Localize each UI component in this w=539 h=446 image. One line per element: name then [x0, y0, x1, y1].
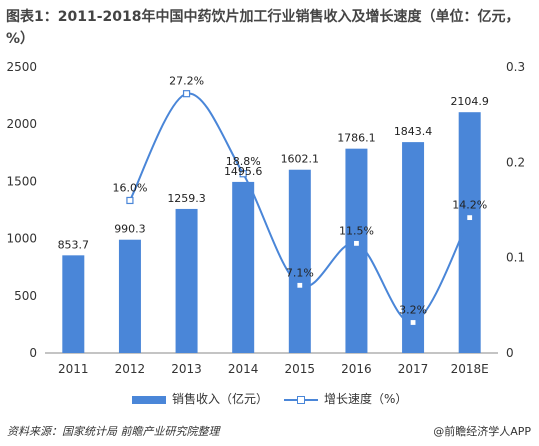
growth-data-label: 11.5% [339, 224, 374, 237]
growth-data-label: 3.2% [399, 303, 427, 316]
legend-item-revenue: 销售收入（亿元） [132, 390, 268, 407]
chart-title: 图表1：2011-2018年中国中药饮片加工行业销售收入及增长速度（单位：亿元，… [6, 9, 520, 47]
legend-label-growth: 增长速度（%） [324, 392, 408, 406]
revenue-data-label: 2104.9 [450, 95, 489, 108]
y-left-tick-label: 500 [14, 289, 37, 303]
x-tick-label: 2018E [451, 362, 489, 376]
x-tick-label: 2011 [58, 362, 89, 376]
y-left-tick-label: 2000 [6, 117, 37, 131]
y-left-tick-label: 2500 [6, 60, 37, 74]
x-tick-label: 2016 [341, 362, 372, 376]
y-left-tick-label: 0 [29, 346, 37, 360]
revenue-data-label: 1495.6 [224, 165, 263, 178]
x-tick-label: 2014 [228, 362, 259, 376]
y-right-tick-label: 0.3 [506, 60, 525, 74]
growth-line-group [126, 90, 474, 327]
growth-point-marker [182, 90, 191, 98]
x-tick-label: 2017 [398, 362, 429, 376]
growth-data-label: 16.0% [112, 181, 147, 194]
legend-item-growth: 增长速度（%） [284, 390, 407, 407]
y-right-tick-label: 0.1 [506, 251, 525, 265]
revenue-bar [402, 142, 425, 353]
revenue-bar [458, 112, 481, 354]
revenue-data-label: 1259.3 [167, 192, 206, 205]
axes: 0 500 1000 1500 2000 2500 0 0.1 0.2 0.3 2011 2012 20… [6, 60, 525, 376]
source-note: 资料来源：国家统计局 前瞻产业研究院整理 [7, 425, 220, 438]
revenue-bar [345, 148, 368, 353]
revenue-data-label: 1602.1 [281, 153, 320, 166]
y-left-tick-label: 1000 [6, 232, 37, 246]
growth-data-label: 27.2% [169, 75, 204, 88]
growth-point-marker [466, 214, 474, 222]
y-left-tick-label: 1500 [6, 174, 37, 188]
bars-group [62, 112, 481, 354]
x-tick-label: 2015 [285, 362, 316, 376]
revenue-bar [288, 169, 311, 353]
growth-point-marker [296, 281, 304, 289]
growth-point-marker [409, 318, 417, 327]
revenue-data-label: 1843.4 [394, 125, 433, 138]
brand-label: @前瞻经济学人APP [433, 425, 531, 438]
legend-bar-swatch [132, 395, 166, 404]
revenue-bar [175, 208, 198, 353]
growth-point-marker [239, 170, 247, 178]
y-right-tick-label: 0 [506, 346, 514, 360]
x-tick-label: 2012 [115, 362, 146, 376]
revenue-bar [232, 181, 255, 353]
growth-data-label: 14.2% [452, 199, 487, 212]
growth-data-label: 18.8% [226, 155, 261, 168]
revenue-bar [62, 255, 85, 353]
data-labels-group: 853.7 990.3 1259.3 1495.6 1602.1 1786.1 1843.4… [58, 75, 489, 317]
revenue-bar [118, 239, 141, 353]
revenue-data-label: 1786.1 [337, 132, 376, 145]
growth-point-marker [352, 239, 361, 247]
revenue-data-label: 853.7 [58, 238, 90, 251]
growth-point-marker [126, 196, 134, 205]
x-tick-label: 2013 [171, 362, 202, 376]
revenue-data-label: 990.3 [114, 223, 146, 236]
growth-data-label: 7.1% [286, 266, 314, 279]
legend-line-swatch [284, 395, 318, 405]
legend-label-revenue: 销售收入（亿元） [172, 392, 269, 406]
y-right-tick-label: 0.2 [506, 155, 525, 169]
